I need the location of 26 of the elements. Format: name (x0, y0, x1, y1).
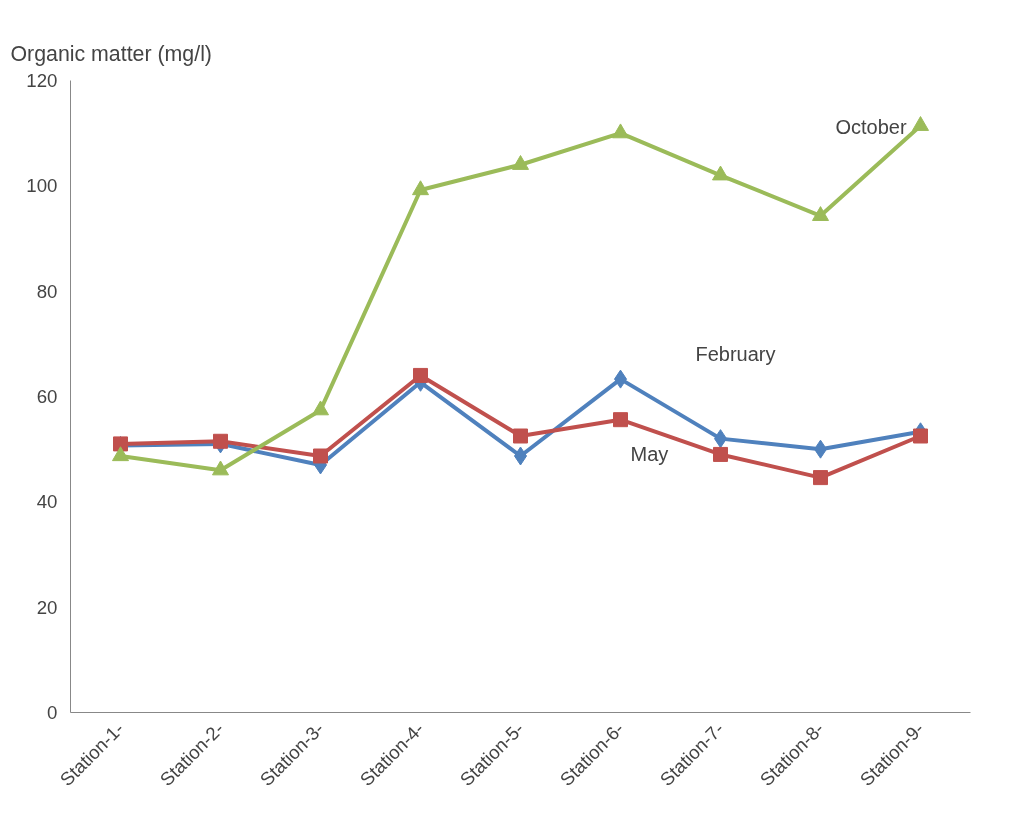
y-tick-label: 40 (36, 491, 58, 513)
y-tick-label: 60 (36, 386, 58, 407)
point (812, 206, 829, 221)
y-tick-label: 120 (26, 70, 58, 91)
text: February (695, 342, 776, 365)
y-tick-label: 80 (36, 280, 58, 302)
point (612, 123, 629, 139)
point (913, 428, 928, 444)
point (213, 433, 228, 449)
y-tick-label: 100 (26, 175, 58, 197)
y-tick-label: 20 (36, 596, 58, 618)
series-label: October (835, 116, 907, 139)
point (412, 180, 429, 196)
point (313, 448, 328, 464)
y-axis-title: Organic matter (mg/l) (10, 41, 212, 66)
point (912, 116, 929, 131)
point (513, 428, 528, 444)
point (413, 367, 428, 383)
point (813, 470, 828, 486)
point (613, 412, 628, 428)
point (312, 400, 329, 416)
y-tick-label: 0 (47, 702, 58, 723)
point (713, 446, 728, 462)
series-label: May (630, 442, 669, 465)
point (512, 155, 529, 170)
point (712, 165, 729, 181)
